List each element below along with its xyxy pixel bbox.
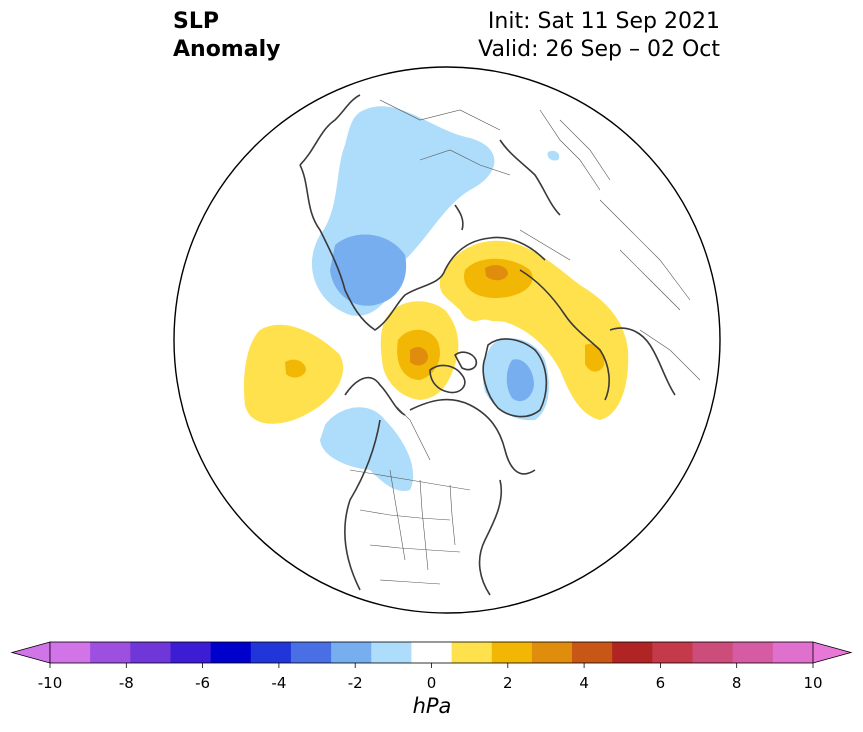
colorbar-tick-label: -8 xyxy=(118,674,134,692)
colorbar-tick-label: 6 xyxy=(655,674,666,692)
colorbar-tick-label: 8 xyxy=(731,674,742,692)
negative-anomaly-central-asia xyxy=(330,234,407,306)
colorbar-swatch xyxy=(612,642,653,663)
colorbar-extend-over xyxy=(812,641,853,664)
colorbar xyxy=(10,641,853,668)
country-borders xyxy=(349,99,701,585)
positive-anomaly-north-pacific-core xyxy=(285,359,306,378)
neutral-pocket xyxy=(470,319,499,340)
globe-outline xyxy=(173,66,721,614)
colorbar-swatch xyxy=(90,642,131,663)
negative-anomaly-east-asia xyxy=(547,150,560,161)
title-slp: SLP xyxy=(173,9,219,34)
colorbar-swatch xyxy=(732,642,774,663)
colorbar-swatch xyxy=(290,642,332,663)
colorbar-extend-under xyxy=(10,641,51,664)
colorbar-swatch xyxy=(531,642,573,663)
colorbar-tick-label: -2 xyxy=(347,674,363,692)
colorbar-swatch xyxy=(411,642,453,663)
positive-anomaly-scandinavia-center xyxy=(485,265,508,281)
colorbar-swatch xyxy=(371,642,412,663)
colorbar-swatch xyxy=(652,642,694,663)
colorbar-units: hPa xyxy=(412,694,452,718)
colorbar-swatch xyxy=(331,642,372,663)
colorbar-swatch xyxy=(210,642,252,663)
anomaly-contours xyxy=(243,106,629,491)
negative-anomaly-greenland-core xyxy=(506,359,534,402)
positive-anomaly-arctic-core xyxy=(410,347,428,366)
map-area xyxy=(174,67,720,613)
colorbar-tick-label: 10 xyxy=(803,674,823,692)
colorbar-swatch xyxy=(491,642,533,663)
colorbar-swatch xyxy=(692,642,734,663)
colorbar-swatch xyxy=(170,642,212,663)
colorbar-tick-label: 2 xyxy=(503,674,513,692)
colorbar-tick-label: -4 xyxy=(271,674,287,692)
map-title-right: Init: Sat 11 Sep 2021 Valid: 26 Sep – 02… xyxy=(478,8,720,64)
colorbar-swatch xyxy=(451,642,493,663)
colorbar-tick-label: -6 xyxy=(195,674,211,692)
colorbar-swatch xyxy=(250,642,292,663)
colorbar-swatch xyxy=(772,642,814,663)
colorbar-tick-label: 4 xyxy=(579,674,589,692)
init-date: Init: Sat 11 Sep 2021 xyxy=(487,9,720,34)
colorbar-swatch xyxy=(130,642,171,663)
positive-anomaly-west-europe-core xyxy=(585,343,605,372)
colorbar-swatch xyxy=(572,642,613,663)
colorbar-tick-label: -10 xyxy=(37,674,63,692)
title-anomaly: Anomaly xyxy=(173,37,281,62)
colorbar-swatch xyxy=(50,642,91,663)
coastlines xyxy=(299,94,676,596)
map-title-left: SLP Anomaly xyxy=(173,8,280,64)
colorbar-tick-label: 0 xyxy=(426,674,437,692)
valid-range: Valid: 26 Sep – 02 Oct xyxy=(478,37,720,62)
